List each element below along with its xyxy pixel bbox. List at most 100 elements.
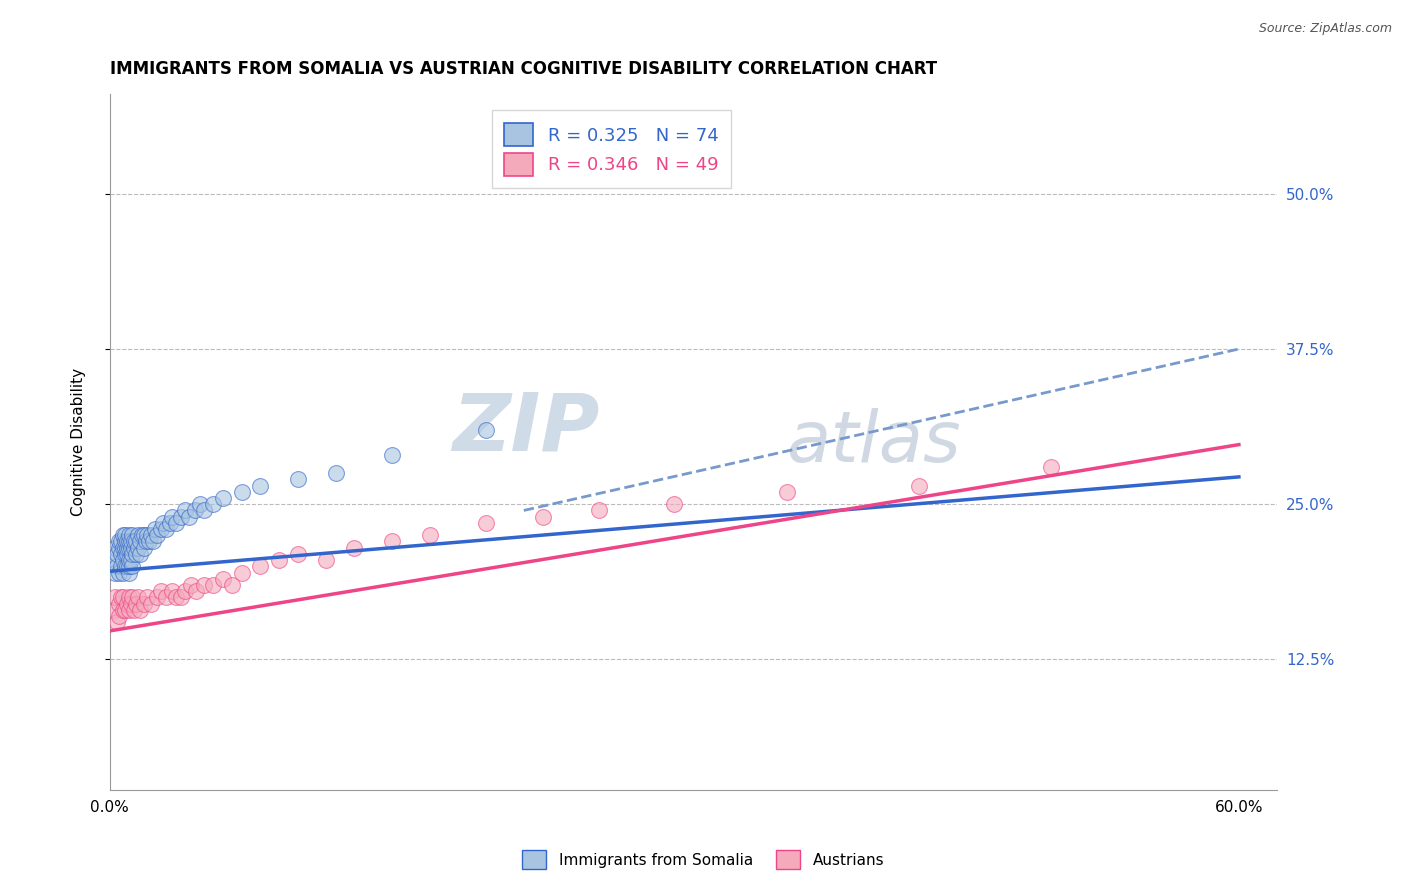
Point	[104, 591, 127, 605]
Point	[315, 553, 337, 567]
Point	[125, 597, 148, 611]
Point	[211, 491, 233, 505]
Point	[231, 484, 253, 499]
Text: Source: ZipAtlas.com: Source: ZipAtlas.com	[1258, 22, 1392, 36]
Point	[104, 541, 127, 555]
Point	[118, 603, 141, 617]
Point	[103, 553, 125, 567]
Point	[118, 566, 141, 580]
Point	[114, 528, 136, 542]
Point	[105, 615, 128, 630]
Point	[152, 516, 174, 530]
Point	[165, 591, 187, 605]
Point	[136, 528, 159, 542]
Point	[118, 534, 141, 549]
Point	[111, 566, 134, 580]
Point	[115, 597, 138, 611]
Point	[174, 503, 197, 517]
Point	[120, 534, 142, 549]
Point	[381, 448, 404, 462]
Point	[121, 528, 143, 542]
Point	[118, 541, 141, 555]
Point	[202, 578, 225, 592]
Point	[160, 584, 183, 599]
Point	[142, 534, 165, 549]
Point	[381, 534, 404, 549]
Point	[108, 534, 131, 549]
Point	[127, 528, 149, 542]
Point	[136, 591, 159, 605]
Point	[121, 591, 143, 605]
Point	[149, 522, 172, 536]
Point	[419, 528, 441, 542]
Point	[115, 547, 138, 561]
Point	[183, 503, 205, 517]
Point	[111, 591, 134, 605]
Point	[143, 522, 166, 536]
Point	[115, 541, 138, 555]
Point	[108, 541, 131, 555]
Point	[160, 509, 183, 524]
Point	[108, 597, 131, 611]
Text: ZIP: ZIP	[453, 389, 600, 467]
Point	[111, 603, 134, 617]
Point	[664, 497, 686, 511]
Point	[159, 516, 181, 530]
Point	[120, 597, 142, 611]
Point	[118, 559, 141, 574]
Point	[174, 584, 197, 599]
Y-axis label: Cognitive Disability: Cognitive Disability	[72, 368, 86, 516]
Point	[125, 534, 148, 549]
Point	[129, 534, 152, 549]
Point	[124, 534, 146, 549]
Point	[149, 584, 172, 599]
Point	[211, 572, 233, 586]
Point	[111, 541, 134, 555]
Point	[118, 528, 141, 542]
Text: atlas: atlas	[786, 408, 962, 476]
Point	[193, 503, 215, 517]
Point	[103, 603, 125, 617]
Point	[110, 559, 132, 574]
Point	[475, 516, 498, 530]
Point	[105, 547, 128, 561]
Legend: Immigrants from Somalia, Austrians: Immigrants from Somalia, Austrians	[516, 844, 890, 875]
Point	[118, 553, 141, 567]
Point	[127, 591, 149, 605]
Point	[138, 534, 160, 549]
Point	[155, 522, 177, 536]
Point	[155, 591, 177, 605]
Point	[141, 528, 163, 542]
Point	[531, 509, 554, 524]
Point	[186, 584, 208, 599]
Point	[287, 547, 309, 561]
Point	[287, 472, 309, 486]
Point	[108, 609, 131, 624]
Point	[180, 578, 202, 592]
Point	[141, 597, 163, 611]
Point	[105, 559, 128, 574]
Point	[114, 534, 136, 549]
Point	[118, 591, 141, 605]
Point	[1039, 460, 1062, 475]
Point	[135, 534, 157, 549]
Point	[231, 566, 253, 580]
Point	[249, 559, 271, 574]
Point	[120, 541, 142, 555]
Point	[114, 603, 136, 617]
Point	[249, 478, 271, 492]
Point	[124, 603, 146, 617]
Point	[114, 559, 136, 574]
Point	[202, 497, 225, 511]
Point	[776, 484, 799, 499]
Point	[120, 553, 142, 567]
Point	[132, 541, 155, 555]
Point	[121, 547, 143, 561]
Point	[124, 541, 146, 555]
Point	[125, 547, 148, 561]
Point	[129, 603, 152, 617]
Point	[165, 516, 187, 530]
Point	[325, 466, 347, 480]
Point	[115, 534, 138, 549]
Point	[170, 509, 193, 524]
